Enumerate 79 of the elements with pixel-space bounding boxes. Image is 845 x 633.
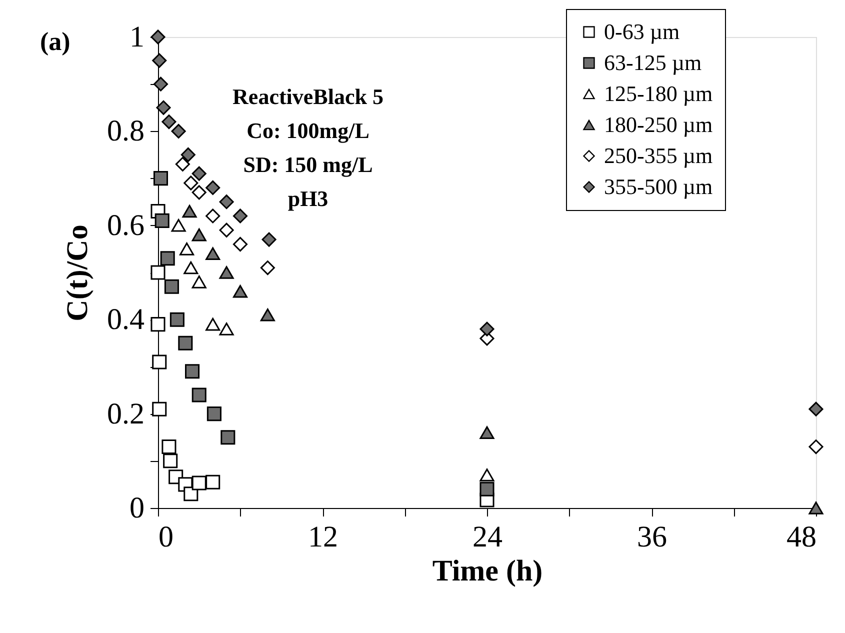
point [185, 364, 200, 379]
point [192, 185, 206, 200]
annotation: SD: 150 mg/L [243, 152, 373, 177]
point [219, 222, 234, 238]
y-tick-label: 0.4 [107, 303, 144, 336]
point [480, 482, 494, 496]
point [150, 265, 166, 280]
point [192, 276, 206, 288]
point [162, 114, 176, 130]
point [480, 426, 494, 440]
point [808, 502, 824, 514]
text: (a) [40, 27, 70, 56]
point [206, 406, 222, 422]
point [206, 208, 220, 224]
point [153, 76, 168, 92]
point [152, 53, 167, 68]
point [184, 261, 198, 274]
point [219, 194, 234, 210]
x-tick-label: 0 [158, 520, 174, 554]
point [180, 242, 194, 256]
point [154, 213, 170, 228]
legend-label: 125-180 µm [604, 81, 713, 106]
y-tick-label: 1 [130, 20, 144, 54]
legend-label: 250-355 µm [604, 143, 713, 168]
point [206, 180, 220, 195]
y-tick-label: 0.8 [107, 114, 144, 148]
point [171, 124, 186, 138]
point [163, 454, 178, 468]
point [180, 147, 196, 162]
point [480, 468, 494, 482]
point [192, 476, 206, 490]
point [206, 318, 220, 331]
y-tick-label: 0.2 [107, 397, 144, 430]
point [206, 247, 220, 260]
legend-label: 180-250 µm [604, 112, 713, 137]
legend-label: 355-500 µm [604, 174, 713, 199]
point [156, 100, 171, 115]
point [162, 440, 176, 454]
y-tick-label: 0 [130, 492, 144, 524]
point [164, 279, 179, 294]
point [153, 171, 168, 186]
point [160, 251, 175, 266]
point [219, 266, 234, 279]
point [152, 354, 167, 370]
annotation: ReactiveBlack 5 [232, 84, 384, 109]
y-tick-label: 0.6 [107, 208, 144, 242]
x-tick-label: 48 [786, 520, 816, 554]
point [175, 156, 190, 172]
annotation: Co: 100mg/L [246, 118, 370, 143]
point [152, 402, 167, 416]
point [480, 322, 494, 336]
point [178, 336, 193, 350]
y-axis-title: C(t)/Co [61, 224, 94, 322]
x-tick-label: 24 [472, 520, 502, 554]
x-tick-label: 12 [308, 520, 338, 554]
point [184, 176, 198, 190]
legend-label: 0-63 µm [604, 19, 680, 44]
point [808, 402, 824, 416]
point [262, 232, 276, 247]
point [192, 388, 206, 402]
point [150, 317, 166, 332]
point [260, 260, 275, 276]
legend-label: 63-125 µm [604, 50, 702, 75]
point [170, 312, 184, 327]
point [192, 166, 206, 181]
point [182, 204, 197, 218]
point [232, 208, 248, 224]
point [808, 440, 824, 454]
point [219, 322, 234, 336]
point [232, 284, 248, 298]
annotation: pH3 [288, 186, 328, 211]
point [220, 430, 236, 445]
point [206, 474, 220, 490]
point [232, 236, 248, 252]
point [192, 228, 206, 242]
x-tick-label: 36 [637, 520, 667, 554]
point [171, 219, 186, 232]
x-axis-title: Time (h) [432, 554, 543, 588]
point [260, 308, 275, 322]
